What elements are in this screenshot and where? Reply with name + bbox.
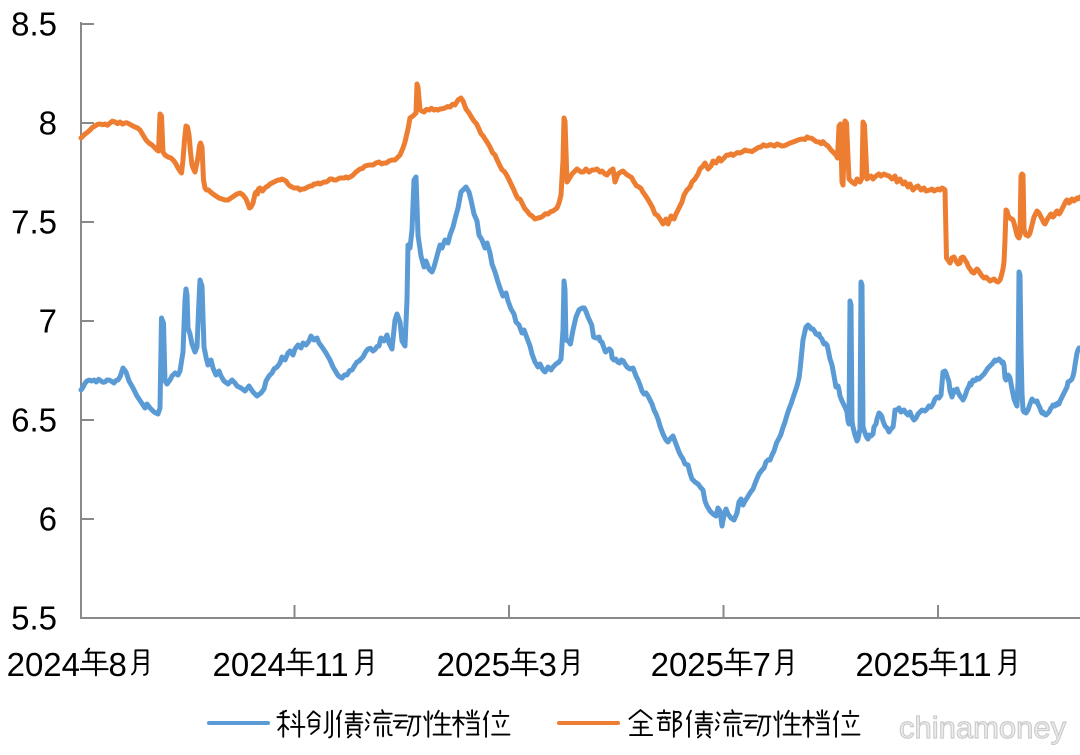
svg-text:chinamoney: chinamoney — [899, 710, 1067, 745]
svg-text:7: 7 — [753, 646, 771, 683]
svg-text:8: 8 — [109, 646, 127, 683]
svg-text:8: 8 — [39, 105, 57, 142]
svg-text:6: 6 — [39, 501, 57, 538]
svg-text:11: 11 — [314, 646, 348, 683]
svg-text:8.5: 8.5 — [11, 6, 57, 43]
svg-text:3: 3 — [539, 646, 557, 683]
svg-text:5.5: 5.5 — [11, 600, 57, 637]
svg-text:2025: 2025 — [856, 646, 929, 683]
svg-text:7.5: 7.5 — [11, 204, 57, 241]
svg-text:6.5: 6.5 — [11, 402, 57, 439]
svg-text:2024: 2024 — [7, 646, 80, 683]
svg-text:2025: 2025 — [437, 646, 510, 683]
svg-text:7: 7 — [39, 303, 57, 340]
svg-text:11: 11 — [957, 646, 991, 683]
svg-text:2025: 2025 — [651, 646, 724, 683]
svg-text:2024: 2024 — [213, 646, 286, 683]
